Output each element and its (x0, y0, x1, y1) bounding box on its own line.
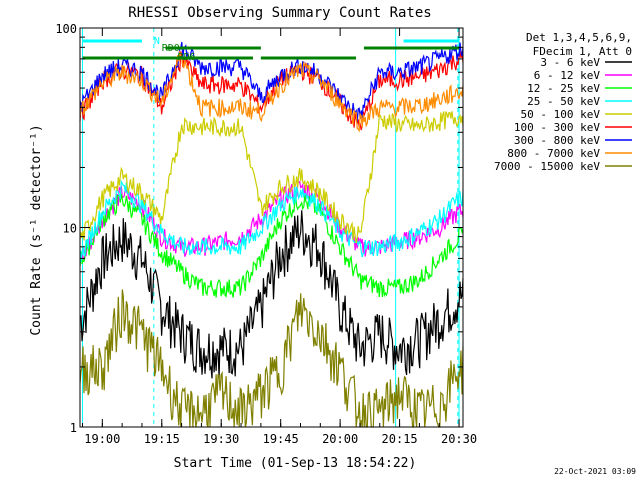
plot-area (79, 28, 464, 428)
x-tick-label: 19:00 (84, 432, 120, 446)
y-axis-ticks: 1 10 100 (55, 22, 463, 435)
series-line-9 (79, 289, 464, 428)
legend-label-3: 12 - 25 keV (527, 82, 600, 95)
legend-label-6: 100 - 300 keV (514, 121, 600, 134)
legend-header-line-2: FDecim 1, Att 0 (533, 45, 632, 58)
legend-label-8: 800 - 7000 keV (507, 147, 600, 160)
series-line-3 (79, 193, 464, 298)
legend-label-5: 50 - 100 keV (521, 108, 601, 121)
y-tick-label: 100 (55, 22, 77, 36)
annotation-label: N (154, 36, 160, 47)
x-tick-label: 19:15 (144, 432, 180, 446)
chart-title: RHESSI Observing Summary Count Rates (128, 5, 431, 21)
x-tick-label: 19:30 (203, 432, 239, 446)
series-line-6 (79, 51, 464, 131)
x-tick-label: 20:15 (382, 432, 418, 446)
legend-label-1: 3 - 6 keV (540, 56, 600, 69)
x-tick-label: 20:00 (322, 432, 358, 446)
legend: Det 1,3,4,5,6,9, FDecim 1, Att 0 3 - 6 k… (494, 31, 632, 173)
series-line-1 (79, 210, 464, 379)
x-axis-ticks: 19:00 19:15 19:30 19:45 20:00 20:15 20:30 (82, 28, 477, 446)
annotation-label: RD6 (178, 52, 196, 63)
x-tick-label: 19:45 (263, 432, 299, 446)
series-line-7 (79, 41, 464, 123)
x-tick-label: 20:30 (441, 432, 477, 446)
series-line-8 (79, 50, 464, 133)
series-line-5 (79, 111, 464, 244)
legend-label-4: 25 - 50 keV (527, 95, 600, 108)
legend-label-2: 6 - 12 keV (534, 69, 601, 82)
footer-date: 22-Oct-2021 03:09 (554, 467, 636, 476)
annotation-label: RD0 (162, 43, 180, 54)
legend-label-9: 7000 - 15000 keV (494, 160, 600, 173)
y-tick-label: 10 (63, 222, 77, 236)
legend-header-line-1: Det 1,3,4,5,6,9, (526, 31, 632, 44)
y-tick-label: 1 (70, 421, 77, 435)
series-line-4 (79, 179, 464, 262)
y-axis-label: Count Rate (s⁻¹ detector⁻¹) (29, 124, 44, 335)
legend-label-7: 300 - 800 keV (514, 134, 600, 147)
x-axis-label: Start Time (01-Sep-13 18:54:22) (174, 456, 417, 471)
